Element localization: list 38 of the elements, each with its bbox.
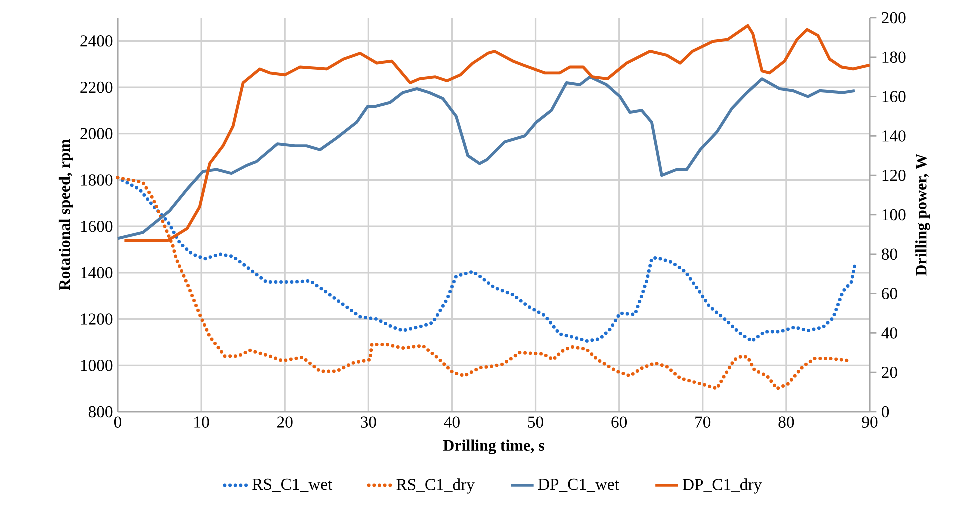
y2-tick-label: 0	[882, 406, 890, 418]
legend-label: RS_C1_wet	[252, 478, 333, 492]
y-tick-label: 1000	[81, 360, 113, 372]
legend-label: DP_C1_wet	[538, 478, 620, 492]
y2-tick-label: 40	[882, 328, 898, 339]
y2-tick-label: 200	[882, 12, 906, 24]
y-tick-label: 1400	[81, 267, 113, 279]
line-series	[116, 76, 856, 240]
y-tick-label: 2400	[80, 36, 113, 47]
y2-tick-label: 80	[882, 248, 898, 260]
y2-tick-label: 20	[882, 366, 898, 378]
x-tick-label: 40	[444, 416, 460, 428]
y2-tick-label: 120	[882, 170, 906, 182]
y-tick-label: 2000	[80, 128, 113, 140]
x-tick-label: 30	[361, 416, 376, 428]
x-tick-label: 0	[114, 416, 122, 428]
x-tick-label: 50	[528, 416, 544, 428]
y2-tick-label: 60	[882, 288, 898, 300]
y-tick-label: 1200	[81, 314, 113, 325]
y2-tick-label: 140	[882, 130, 906, 142]
y-tick-label: 2200	[80, 82, 113, 94]
y2-tick-label: 180	[882, 52, 906, 64]
x-axis-title: Drilling time, s	[443, 440, 544, 454]
x-tick-label: 60	[612, 416, 628, 428]
y-tick-label: 1800	[81, 174, 113, 186]
y-axis-title: Rotational speed, rpm	[58, 140, 74, 291]
y2-tick-label: 100	[882, 209, 906, 221]
legend-label: DP_C1_dry	[682, 478, 762, 494]
x-tick-label: 20	[278, 416, 293, 428]
legend-label: RS_C1_dry	[396, 478, 475, 494]
x-tick-label: 90	[862, 416, 878, 428]
y2-tick-label: 160	[882, 91, 906, 102]
x-tick-label: 10	[194, 416, 210, 428]
y-tick-label: 1600	[81, 220, 113, 232]
y-tick-label: 800	[88, 406, 113, 418]
y2-axis-title: Drilling power, W	[916, 154, 930, 276]
x-tick-label: 80	[778, 416, 794, 428]
x-tick-label: 70	[696, 416, 711, 428]
